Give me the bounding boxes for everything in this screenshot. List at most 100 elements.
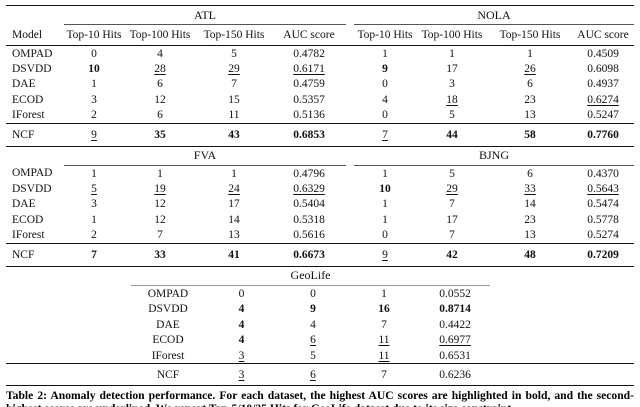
section-fva-bjng-ncf: NCF 7 33 41 0.6673 9 42 48 0.7209	[6, 242, 635, 267]
value: 19	[154, 183, 166, 196]
table-row-ompad: OMPAD 1 1 1 0.4796 1 5 6 0.4370	[6, 165, 634, 181]
model-column-header: Model	[6, 24, 64, 46]
value-cell: 1	[348, 285, 420, 301]
section-geolife-body: OMPAD 0 0 1 0.0552 DSVDD 4 9 16 0.8714 DAE 4 4 7 0.442…	[6, 285, 634, 364]
value-cell: 4	[205, 332, 278, 348]
value: 0.6171	[293, 63, 325, 76]
group-header-row-2: FVA BJNG	[6, 146, 635, 166]
value-cell: 14	[488, 197, 572, 212]
value-cell: 0.0552	[420, 285, 490, 301]
spacer-cell	[490, 317, 634, 333]
value-cell: 7	[354, 122, 416, 147]
value-cell: 0	[354, 77, 416, 92]
value-cell: 0	[354, 228, 416, 244]
value-cell: 0.5778	[572, 212, 634, 227]
group-gap	[346, 46, 354, 62]
value: 2	[91, 109, 97, 122]
value: 44	[446, 128, 458, 141]
value-cell: 0.6171	[272, 61, 346, 76]
table-row-ecod: ECOD 1 12 14 0.5318 1 17 23 0.5778	[6, 212, 634, 227]
value: 0.4759	[293, 78, 325, 91]
value: 35	[154, 128, 166, 141]
group-header-bjng: BJNG	[354, 146, 635, 166]
col-header-top150-atl: Top-150 Hits	[196, 24, 272, 46]
value-cell: 1	[488, 46, 572, 62]
value-cell: 23	[488, 92, 572, 107]
value-cell: 48	[488, 242, 572, 267]
table-caption: Table 2: Anomaly detection performance. …	[6, 389, 634, 407]
spacer-cell	[490, 348, 634, 364]
value-cell: 7	[348, 363, 420, 387]
value-cell: 12	[124, 212, 196, 227]
value: 1	[91, 213, 97, 226]
value-cell: 58	[488, 122, 572, 147]
value-cell: 0.6853	[272, 122, 346, 147]
value-cell: 29	[416, 181, 488, 196]
value-cell: 0.7209	[572, 242, 635, 267]
group-gap	[346, 181, 354, 196]
value-cell: 10	[354, 181, 416, 196]
value: 0	[382, 229, 388, 242]
spacer-cell	[490, 267, 634, 286]
value: 0.4422	[439, 318, 471, 331]
value-cell: 12	[124, 197, 196, 212]
value-cell: 0.4422	[420, 317, 490, 333]
value-cell: 1	[354, 165, 416, 181]
value: 6	[527, 78, 533, 91]
value: 1	[157, 167, 163, 180]
value: 7	[381, 318, 387, 331]
value: 0	[91, 47, 97, 60]
value-cell: 0	[205, 285, 278, 301]
value: 0.6274	[587, 93, 619, 106]
value-cell: 0.6236	[420, 363, 491, 387]
spacer-cell	[6, 267, 131, 286]
value-cell: 4	[205, 301, 278, 317]
group-header-geolife: GeoLife	[131, 266, 491, 286]
value-cell: 0.6274	[572, 92, 634, 107]
value-cell: 10	[64, 61, 124, 76]
col-header-auc-nola: AUC score	[572, 24, 635, 46]
value-cell: 1	[64, 212, 124, 227]
value-cell: 7	[348, 317, 420, 333]
value-cell: 33	[488, 181, 572, 196]
value-cell: 16	[348, 301, 420, 317]
spacer-cell	[6, 332, 131, 348]
value-cell: 17	[196, 197, 272, 212]
value: 0.4937	[587, 78, 619, 91]
value: 9	[382, 63, 388, 76]
value: 3	[449, 78, 455, 91]
value-cell: 0.6098	[572, 61, 634, 76]
value: 7	[381, 368, 387, 381]
group-header-row-1: ATL NOLA	[6, 5, 635, 25]
value-cell: 7	[416, 197, 488, 212]
value: 6	[157, 78, 163, 91]
value-cell: 17	[416, 212, 488, 227]
value: 11	[378, 334, 390, 347]
spacer-cell	[490, 285, 634, 301]
value: 28	[154, 63, 166, 76]
value: 5	[91, 183, 97, 196]
value-cell: 9	[354, 61, 416, 76]
value-cell: 6	[488, 165, 572, 181]
value: 12	[154, 93, 166, 106]
value: 5	[449, 109, 455, 122]
model-name: ECOD	[152, 334, 184, 347]
group-gap	[346, 122, 354, 147]
group-gap	[346, 108, 354, 124]
value: 4	[238, 303, 245, 316]
value-cell: 3	[64, 92, 124, 107]
section-atl-nola-ncf: NCF 9 35 43 0.6853 7 44 58 0.7760	[6, 122, 635, 147]
value: 1	[449, 47, 455, 60]
value-cell: 2	[64, 228, 124, 244]
value-cell: 1	[416, 46, 488, 62]
value: 0.7209	[587, 248, 619, 261]
value-cell: 2	[64, 108, 124, 124]
col-header-auc-atl: AUC score	[272, 24, 346, 46]
value: 3	[238, 349, 245, 362]
spacer-cell	[490, 332, 634, 348]
model-name: DAE	[12, 198, 36, 211]
value-cell: 0.8714	[420, 301, 490, 317]
value-cell: 6	[124, 108, 196, 124]
value-cell: 1	[354, 212, 416, 227]
value-cell: 7	[196, 77, 272, 92]
